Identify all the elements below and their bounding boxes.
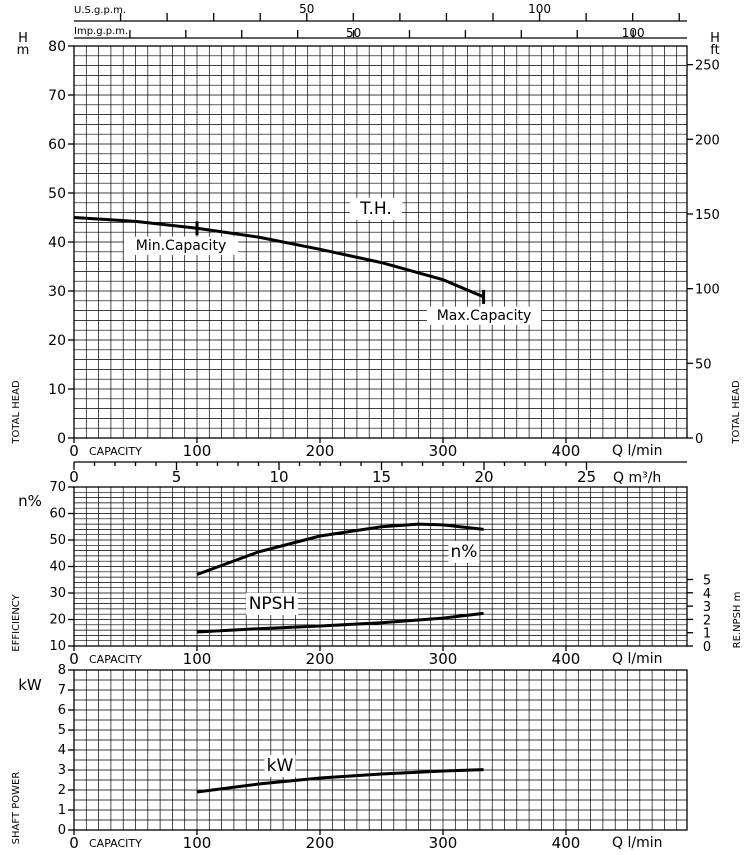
npsh-curve xyxy=(196,611,484,634)
eff-q-unit-label: Q l/min xyxy=(612,651,662,667)
head-m-tick-label: 20 xyxy=(48,333,66,349)
npsh-curve-label: NPSH xyxy=(249,594,296,614)
head-right-unit-h: H xyxy=(710,31,720,46)
eff-q-tick-label: 400 xyxy=(552,650,581,668)
npsh-tick-label: 1 xyxy=(703,627,711,642)
npsh-tick-label: 0 xyxy=(703,640,711,655)
eff-q-tick-label: 300 xyxy=(429,650,458,668)
eff-ylabel-left: EFFICIENCY xyxy=(11,593,22,651)
m3h-tick-label: 0 xyxy=(69,468,79,486)
head-ft-tick-label: 250 xyxy=(695,59,720,74)
impgpm-label: Imp.g.p.m. xyxy=(74,26,128,37)
eff-tick-label: 50 xyxy=(49,533,66,548)
head-q-tick-label: 300 xyxy=(429,442,458,460)
eff-q-capacity-label: CAPACITY xyxy=(89,653,142,666)
power-q-capacity-label: CAPACITY xyxy=(89,837,142,850)
th-curve xyxy=(73,216,485,299)
head-m-tick-label: 10 xyxy=(48,382,66,398)
eff-tick-label: 10 xyxy=(49,639,66,654)
kw-tick-label: 8 xyxy=(58,663,66,678)
kw-tick-label: 1 xyxy=(58,803,66,818)
m3h-tick-label: 5 xyxy=(172,468,182,486)
head-m-tick-label: 60 xyxy=(48,137,66,153)
min-capacity-label: Min.Capacity xyxy=(136,238,226,254)
kw-tick-label: 6 xyxy=(58,703,66,718)
power-ylabel-left: SHAFT POWER xyxy=(11,772,22,845)
head-m-tick-label: 40 xyxy=(48,235,66,251)
eff-tick-label: 40 xyxy=(49,560,66,575)
head-q-capacity-label: CAPACITY xyxy=(89,445,142,458)
head-m-tick-label: 30 xyxy=(48,284,66,300)
shaft-power-curve xyxy=(196,768,484,794)
max-capacity-label: Max.Capacity xyxy=(437,308,532,324)
npsh-tick-label: 5 xyxy=(703,574,711,589)
kw-tick-label: 7 xyxy=(58,683,66,698)
kw-curve-label: kW xyxy=(267,756,294,776)
usgpm-label: U.S.g.p.m. xyxy=(74,5,126,16)
head-m-tick-label: 0 xyxy=(57,431,66,447)
kw-tick-label: 3 xyxy=(58,763,66,778)
m3h-unit-label: Q m³/h xyxy=(613,470,661,486)
usgpm-tick-label: 50 xyxy=(299,2,314,16)
min-capacity-label-bg xyxy=(123,236,239,255)
eff-tick-label: 30 xyxy=(49,586,66,601)
th-label-bg xyxy=(349,197,403,220)
eff-tick-label: 60 xyxy=(49,507,66,522)
head-ft-tick-label: 200 xyxy=(695,133,720,148)
impgpm-tick-label: 50 xyxy=(346,26,361,40)
kw-unit: kW xyxy=(18,676,42,694)
eff-tick-label: 70 xyxy=(49,480,66,495)
head-right-unit-ft: ft xyxy=(710,43,719,58)
m3h-tick-label: 25 xyxy=(577,468,596,486)
head-unit-h: H xyxy=(18,31,28,46)
head-ft-tick-label: 0 xyxy=(695,432,703,447)
power-q-tick-label: 100 xyxy=(183,834,212,852)
power-q-tick-label: 200 xyxy=(306,834,335,852)
head-q-tick-label: 0 xyxy=(69,442,79,460)
head-ft-tick-label: 150 xyxy=(695,208,720,223)
power-q-tick-label: 300 xyxy=(429,834,458,852)
npsh-tick-label: 3 xyxy=(703,600,711,615)
head-m-tick-label: 80 xyxy=(48,39,66,55)
kw-tick-label: 4 xyxy=(58,743,66,758)
head-m-tick-label: 50 xyxy=(48,186,66,202)
head-q-unit-label: Q l/min xyxy=(612,443,662,459)
npsh-curve-label-bg xyxy=(245,592,299,615)
kw-curve-label-bg xyxy=(264,754,296,777)
head-q-tick-label: 200 xyxy=(306,442,335,460)
npsh-tick-label: 4 xyxy=(703,587,711,602)
m3h-tick-label: 15 xyxy=(372,468,391,486)
eff-tick-label: 20 xyxy=(49,613,66,628)
kw-tick-label: 0 xyxy=(58,823,66,838)
th-label: T.H. xyxy=(359,199,392,219)
eff-curve-label: n% xyxy=(451,542,478,562)
eff-q-tick-label: 200 xyxy=(306,650,335,668)
impgpm-tick-label: 100 xyxy=(622,26,645,40)
power-q-tick-label: 0 xyxy=(69,834,79,852)
power-q-tick-label: 400 xyxy=(552,834,581,852)
kw-tick-label: 2 xyxy=(58,783,66,798)
head-m-tick-label: 70 xyxy=(48,88,66,104)
head-q-tick-label: 400 xyxy=(552,442,581,460)
head-ylabel-left: TOTAL HEAD xyxy=(11,380,22,445)
usgpm-tick-label: 100 xyxy=(528,2,551,16)
head-ylabel-right: TOTAL HEAD xyxy=(731,380,742,445)
m3h-tick-label: 20 xyxy=(474,468,493,486)
efficiency-curve xyxy=(196,522,484,576)
eff-curve-label-bg xyxy=(448,540,480,563)
head-ft-tick-label: 50 xyxy=(695,357,712,372)
head-ft-tick-label: 100 xyxy=(695,283,720,298)
max-capacity-label-bg xyxy=(426,306,542,325)
eff-q-tick-label: 100 xyxy=(183,650,212,668)
npsh-ylabel-right: RE.NPSH m xyxy=(732,592,743,649)
npsh-tick-label: 2 xyxy=(703,613,711,628)
head-unit-m: m xyxy=(17,43,30,58)
kw-tick-label: 5 xyxy=(58,723,66,738)
eff-unit: n% xyxy=(18,492,42,510)
head-q-tick-label: 100 xyxy=(183,442,212,460)
eff-q-tick-label: 0 xyxy=(69,650,79,668)
power-q-unit-label: Q l/min xyxy=(612,835,662,851)
m3h-tick-label: 10 xyxy=(269,468,288,486)
